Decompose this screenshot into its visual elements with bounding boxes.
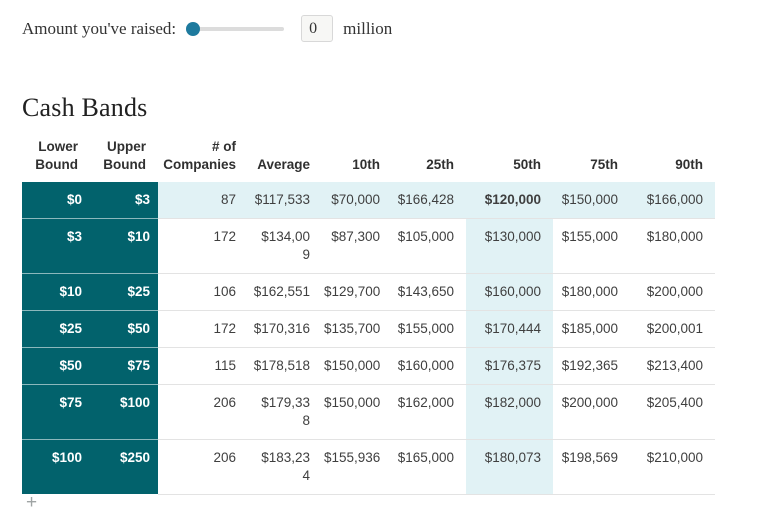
- page-title: Cash Bands: [22, 93, 148, 122]
- slider-track[interactable]: [192, 26, 285, 31]
- cell-10th: $155,936: [322, 439, 392, 495]
- column-header-75th: 75th: [590, 156, 618, 172]
- cell-25th: $143,650: [392, 273, 466, 311]
- cell-average: $162,551: [248, 273, 322, 311]
- cell-companies: 106: [158, 273, 248, 311]
- cell-50th: $176,375: [466, 347, 553, 385]
- cell-lower-bound: $3: [22, 218, 90, 274]
- slider-handle[interactable]: [186, 21, 201, 36]
- cell-10th: $70,000: [322, 181, 392, 219]
- cell-companies: 172: [158, 310, 248, 348]
- cell-25th: $105,000: [392, 218, 466, 274]
- cell-25th: $162,000: [392, 384, 466, 440]
- cell-average: $134,00 9: [248, 218, 322, 274]
- cell-50th: $182,000: [466, 384, 553, 440]
- table-row: $75 $100 206 $179,33 8 $150,000 $162,000 $182,0…: [22, 384, 715, 440]
- cell-10th: $129,700: [322, 273, 392, 311]
- cell-50th: $160,000: [466, 273, 553, 311]
- cell-75th: $155,000: [553, 218, 630, 274]
- column-header-average: Average: [257, 156, 310, 172]
- cell-upper-bound: $25: [90, 273, 158, 311]
- cell-90th: $166,000: [630, 181, 715, 219]
- column-header-companies: # of Companies: [163, 139, 236, 172]
- cell-lower-bound: $50: [22, 347, 90, 385]
- cell-upper-bound: $50: [90, 310, 158, 348]
- plus-icon: +: [26, 492, 38, 513]
- cell-75th: $150,000: [553, 181, 630, 219]
- table-row: $25 $50 172 $170,316 $135,700 $155,000 $170,44…: [22, 310, 715, 348]
- cell-upper-bound: $3: [90, 181, 158, 219]
- cell-average: $183,23 4: [248, 439, 322, 495]
- cell-upper-bound: $75: [90, 347, 158, 385]
- cell-upper-bound: $10: [90, 218, 158, 274]
- cell-25th: $165,000: [392, 439, 466, 495]
- cell-90th: $180,000: [630, 218, 715, 274]
- cell-lower-bound: $0: [22, 181, 90, 219]
- expand-table-button[interactable]: +: [26, 493, 37, 512]
- cell-50th: $120,000: [466, 181, 553, 219]
- cell-75th: $192,365: [553, 347, 630, 385]
- column-header-10th: 10th: [352, 156, 380, 172]
- amount-raised-label: Amount you've raised:: [22, 18, 177, 38]
- column-header-lower-bound: Lower Bound: [35, 139, 78, 172]
- cell-companies: 206: [158, 384, 248, 440]
- cell-10th: $135,700: [322, 310, 392, 348]
- cell-25th: $166,428: [392, 181, 466, 219]
- cell-50th: $180,073: [466, 439, 553, 495]
- table-row: $10 $25 106 $162,551 $129,700 $143,650 $160,00…: [22, 273, 715, 311]
- cell-90th: $200,001: [630, 310, 715, 348]
- cell-10th: $150,000: [322, 347, 392, 385]
- cell-upper-bound: $100: [90, 384, 158, 440]
- cell-50th: $130,000: [466, 218, 553, 274]
- cell-companies: 115: [158, 347, 248, 385]
- cash-bands-table: Lower Bound Upper Bound # of Companies A…: [22, 138, 715, 495]
- cell-90th: $213,400: [630, 347, 715, 385]
- cell-50th: $170,444: [466, 310, 553, 348]
- cell-average: $117,533: [248, 181, 322, 219]
- cell-lower-bound: $25: [22, 310, 90, 348]
- cell-90th: $200,000: [630, 273, 715, 311]
- amount-slider[interactable]: [186, 21, 285, 36]
- amount-unit-label: million: [343, 18, 393, 38]
- column-header-50th: 50th: [513, 156, 541, 172]
- cell-average: $170,316: [248, 310, 322, 348]
- column-header-25th: 25th: [426, 156, 454, 172]
- table-row: $100 $250 206 $183,23 4 $155,936 $165,000 $180,…: [22, 439, 715, 495]
- cell-companies: 206: [158, 439, 248, 495]
- cell-75th: $185,000: [553, 310, 630, 348]
- cell-companies: 87: [158, 181, 248, 219]
- cell-75th: $200,000: [553, 384, 630, 440]
- table-header-row: Lower Bound Upper Bound # of Companies A…: [22, 138, 715, 182]
- cell-75th: $180,000: [553, 273, 630, 311]
- cell-upper-bound: $250: [90, 439, 158, 495]
- amount-raised-control: Amount you've raised: million: [0, 0, 764, 42]
- table-row: $50 $75 115 $178,518 $150,000 $160,000 $176,37…: [22, 347, 715, 385]
- table-body: $0 $3 87 $117,533 $70,000 $166,428 $120,000 $15…: [22, 181, 715, 495]
- column-header-90th: 90th: [675, 156, 703, 172]
- column-header-upper-bound: Upper Bound: [103, 139, 146, 172]
- cell-25th: $160,000: [392, 347, 466, 385]
- cell-90th: $205,400: [630, 384, 715, 440]
- cell-10th: $87,300: [322, 218, 392, 274]
- cell-lower-bound: $10: [22, 273, 90, 311]
- cell-10th: $150,000: [322, 384, 392, 440]
- cell-average: $178,518: [248, 347, 322, 385]
- cell-75th: $198,569: [553, 439, 630, 495]
- cell-lower-bound: $100: [22, 439, 90, 495]
- cell-90th: $210,000: [630, 439, 715, 495]
- cell-25th: $155,000: [392, 310, 466, 348]
- cell-lower-bound: $75: [22, 384, 90, 440]
- cell-companies: 172: [158, 218, 248, 274]
- table-row: $3 $10 172 $134,00 9 $87,300 $105,000 $130,000 $…: [22, 218, 715, 274]
- amount-input[interactable]: [301, 15, 334, 42]
- table-row: $0 $3 87 $117,533 $70,000 $166,428 $120,000 $15…: [22, 181, 715, 219]
- cell-average: $179,33 8: [248, 384, 322, 440]
